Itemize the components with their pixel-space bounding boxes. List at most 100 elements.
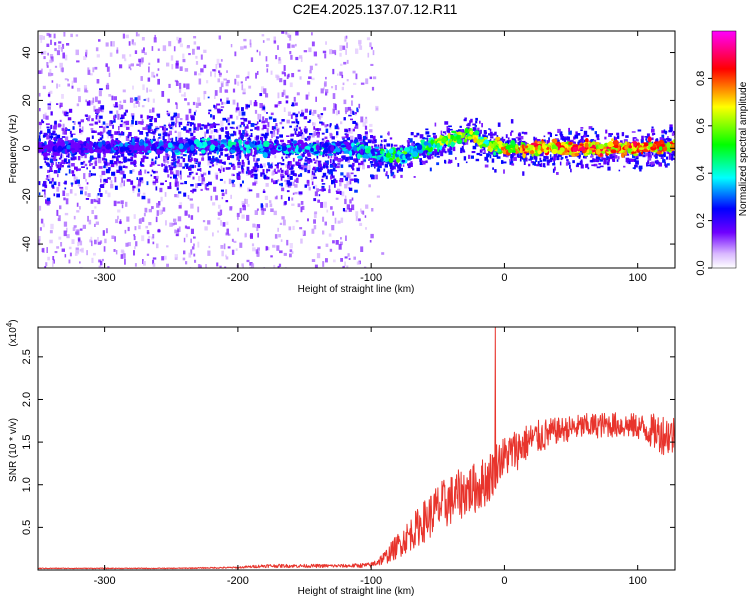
noise-cell — [266, 128, 269, 134]
noise-cell — [278, 58, 282, 64]
noise-cell — [85, 178, 87, 182]
band-cell — [50, 111, 53, 116]
band-cell — [492, 133, 495, 136]
band-cell — [578, 140, 581, 143]
noise-cell — [350, 135, 354, 140]
band-cell — [383, 144, 386, 149]
band-cell — [431, 151, 435, 156]
noise-cell — [83, 160, 86, 164]
band-cell — [185, 129, 190, 133]
noise-cell — [333, 103, 337, 108]
band-cell — [163, 140, 166, 143]
band-cell — [240, 121, 245, 125]
band-cell — [216, 103, 221, 106]
noise-cell — [97, 157, 102, 164]
band-cell — [155, 156, 158, 159]
band-cell — [641, 135, 644, 140]
noise-cell — [365, 78, 369, 85]
noise-cell — [331, 86, 334, 89]
noise-cell — [48, 174, 51, 179]
ridge-cell — [343, 141, 349, 145]
noise-cell — [46, 65, 49, 68]
band-cell — [426, 137, 429, 142]
band-cell — [72, 158, 75, 161]
band-cell — [590, 155, 594, 158]
band-cell — [137, 129, 140, 132]
noise-cell — [289, 82, 293, 88]
noise-cell — [178, 87, 182, 93]
noise-cell — [281, 71, 285, 75]
noise-cell — [223, 78, 227, 81]
noise-cell — [281, 31, 285, 34]
band-cell — [125, 166, 128, 169]
noise-cell — [53, 259, 55, 264]
noise-cell — [301, 164, 305, 171]
band-cell — [262, 124, 267, 129]
band-cell — [273, 180, 276, 183]
band-cell — [219, 128, 222, 131]
noise-cell — [175, 81, 179, 86]
noise-cell — [71, 239, 75, 244]
band-cell — [93, 157, 98, 160]
band-cell — [104, 151, 106, 155]
noise-cell — [351, 100, 353, 106]
band-cell — [509, 159, 512, 162]
band-cell — [167, 174, 170, 178]
band-cell — [118, 131, 120, 134]
band-cell — [311, 170, 314, 175]
noise-cell — [77, 87, 81, 92]
noise-cell — [283, 79, 287, 86]
noise-cell — [269, 203, 273, 208]
band-cell — [47, 103, 51, 106]
band-cell — [70, 134, 73, 138]
band-cell — [475, 117, 478, 121]
band-cell — [225, 200, 229, 203]
noise-cell — [96, 79, 100, 84]
band-cell — [193, 130, 196, 133]
noise-cell — [179, 82, 182, 89]
noise-cell — [223, 243, 226, 250]
band-cell — [210, 124, 214, 129]
band-cell — [175, 123, 177, 128]
noise-cell — [124, 258, 126, 265]
band-cell — [630, 158, 635, 162]
band-cell — [402, 146, 406, 150]
band-cell — [106, 125, 109, 128]
band-cell — [607, 158, 610, 163]
noise-cell — [58, 163, 62, 169]
band-cell — [553, 156, 556, 161]
noise-cell — [220, 82, 224, 88]
noise-cell — [322, 216, 325, 222]
band-cell — [91, 118, 94, 122]
band-cell — [327, 154, 330, 159]
band-cell — [211, 159, 216, 162]
band-cell — [633, 158, 637, 162]
band-cell — [238, 130, 241, 135]
band-cell — [172, 151, 175, 156]
noise-cell — [134, 226, 137, 231]
noise-cell — [175, 181, 180, 187]
band-cell — [342, 137, 345, 140]
noise-cell — [340, 121, 343, 125]
noise-cell — [99, 175, 103, 178]
band-cell — [595, 158, 599, 162]
noise-cell — [93, 252, 96, 256]
band-cell — [564, 138, 568, 141]
band-cell — [321, 183, 326, 185]
band-cell — [190, 164, 194, 169]
band-cell — [290, 138, 294, 142]
noise-cell — [152, 234, 155, 239]
noise-cell — [210, 130, 213, 134]
band-cell — [100, 184, 105, 188]
noise-cell — [254, 210, 258, 215]
band-cell — [393, 144, 398, 147]
noise-cell — [97, 241, 101, 245]
band-cell — [480, 129, 482, 134]
band-cell — [177, 159, 180, 162]
band-cell — [461, 146, 464, 150]
band-cell — [254, 126, 259, 130]
noise-cell — [263, 88, 267, 94]
noise-cell — [238, 110, 241, 116]
